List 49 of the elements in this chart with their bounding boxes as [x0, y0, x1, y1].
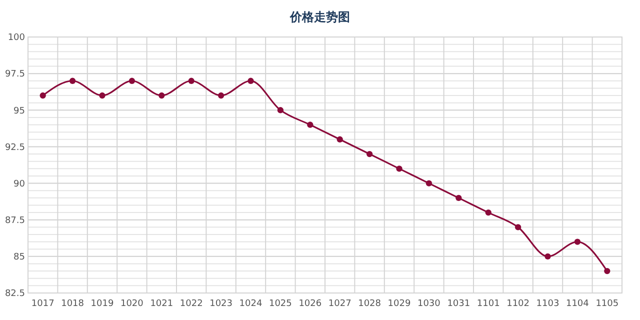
- x-tick-label: 1029: [388, 299, 411, 309]
- point: [277, 107, 284, 114]
- point: [188, 78, 194, 84]
- point: [99, 92, 106, 99]
- point: [307, 122, 314, 128]
- point: [248, 78, 254, 84]
- x-tick-label: 1019: [90, 299, 114, 309]
- x-tick-label: 1104: [566, 299, 590, 309]
- x-tick-label: 1031: [447, 299, 470, 309]
- y-tick-label: 82.5: [4, 289, 25, 300]
- x-tick-label: 1024: [239, 299, 262, 309]
- y-tick-label: 100: [8, 33, 26, 44]
- x-tick-label: 1030: [417, 299, 441, 309]
- x-tick-label: 1023: [210, 299, 233, 309]
- point: [218, 92, 224, 99]
- x-tick-label: 1028: [358, 299, 382, 309]
- point: [574, 238, 581, 245]
- point: [128, 78, 136, 84]
- point: [514, 224, 522, 230]
- x-tick-label: 1105: [596, 299, 619, 309]
- chart-title: 价格走势图: [289, 10, 350, 24]
- x-tick-label: 1103: [536, 299, 560, 309]
- y-tick-label: 95: [14, 106, 25, 116]
- x-tick-label: 1027: [328, 299, 352, 309]
- point: [544, 253, 551, 260]
- point: [69, 78, 76, 84]
- point: [426, 180, 432, 186]
- y-tick-label: 85: [14, 252, 25, 263]
- x-tick-label: 1021: [150, 299, 174, 309]
- x-tick-label: 1102: [506, 299, 530, 309]
- point: [456, 194, 462, 201]
- point: [40, 92, 46, 99]
- x-tick-label: 1020: [120, 299, 144, 309]
- point: [604, 268, 610, 274]
- y-tick-label: 90: [14, 179, 26, 190]
- x-tick-label: 1101: [476, 299, 500, 309]
- x-tick-label: 1017: [31, 299, 54, 309]
- x-tick-label: 1026: [298, 299, 322, 309]
- y-tick-label: 97.5: [4, 70, 25, 80]
- x-tick-label: 1025: [268, 299, 292, 309]
- y-tick-label: 87.5: [4, 216, 25, 226]
- x-tick-label: 1018: [61, 299, 84, 309]
- point: [158, 92, 165, 99]
- y-tick-label: 92.5: [4, 142, 25, 153]
- point: [485, 209, 492, 216]
- x-tick-label: 1022: [180, 299, 203, 309]
- point: [366, 150, 373, 158]
- point: [396, 166, 402, 172]
- point: [336, 136, 343, 142]
